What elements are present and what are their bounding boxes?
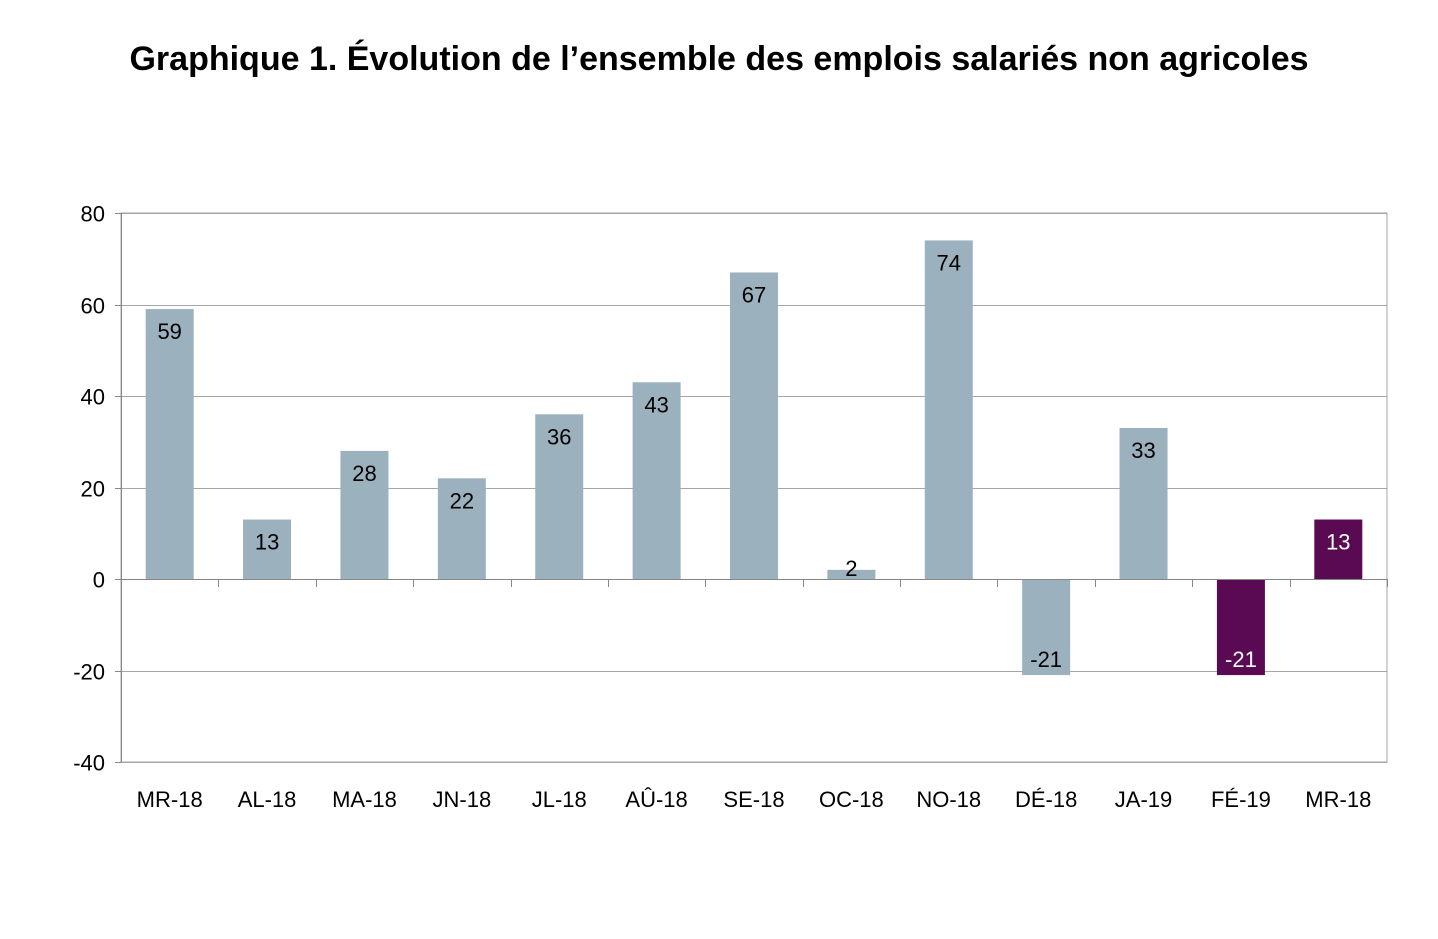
bar [340, 450, 389, 579]
bar [145, 309, 194, 579]
data-label: 36 [547, 424, 571, 449]
x-tick-label: MA-18 [332, 787, 397, 812]
x-tick-label: OC-18 [819, 787, 884, 812]
data-label: 67 [742, 282, 766, 307]
bar [632, 382, 681, 579]
y-tick-label: -20 [73, 660, 105, 685]
bar [730, 272, 778, 579]
x-tick-label: SE-18 [723, 787, 784, 812]
bar [243, 519, 292, 579]
x-tick-label: MR-18 [137, 787, 203, 812]
data-label: 59 [157, 319, 181, 344]
data-label: 2 [845, 556, 857, 581]
bar [1119, 428, 1168, 579]
bar [437, 478, 486, 579]
axes: 80 60 40 20 0 -20 -40 MR-18 AL-18 MA-18 JN-18 JL-18… [73, 202, 1388, 812]
y-tick-label: 60 [81, 294, 105, 319]
data-label: 22 [450, 488, 474, 513]
bar [827, 569, 876, 579]
x-tick-label: JA-19 [1115, 787, 1172, 812]
bar [1022, 579, 1071, 676]
y-tick-label: 0 [93, 568, 105, 593]
y-tick-label: 20 [81, 477, 105, 502]
data-label: 13 [255, 530, 279, 555]
x-tick-label: AL-18 [238, 787, 297, 812]
x-tick-label: JN-18 [433, 787, 492, 812]
data-label: 74 [937, 250, 961, 275]
data-label: 13 [1326, 530, 1350, 555]
data-label: 43 [644, 392, 668, 417]
y-tick-label: 40 [81, 385, 105, 410]
bars [145, 240, 1363, 676]
data-label: 28 [352, 461, 376, 486]
y-tick-label: 80 [81, 202, 105, 227]
data-label: -21 [1030, 647, 1062, 672]
y-tick-label: -40 [73, 751, 105, 776]
bar [535, 414, 584, 579]
x-tick-label: FÉ-19 [1211, 787, 1271, 812]
chart-title: Graphique 1. Évolution de l’ensemble des… [129, 40, 1309, 78]
x-tick-label: MR-18 [1305, 787, 1371, 812]
bar [1216, 579, 1265, 676]
data-label: 33 [1131, 438, 1155, 463]
bar [924, 240, 973, 579]
x-tick-label: DÉ-18 [1015, 787, 1077, 812]
x-tick-label: JL-18 [532, 787, 587, 812]
bar [1314, 519, 1363, 579]
x-tick-label: AÛ-18 [625, 787, 687, 812]
x-tick-label: NO-18 [916, 787, 981, 812]
data-label: -21 [1225, 647, 1257, 672]
data-labels: 59 13 28 22 36 43 67 2 74 -21 33 -21 13 [157, 250, 1350, 672]
